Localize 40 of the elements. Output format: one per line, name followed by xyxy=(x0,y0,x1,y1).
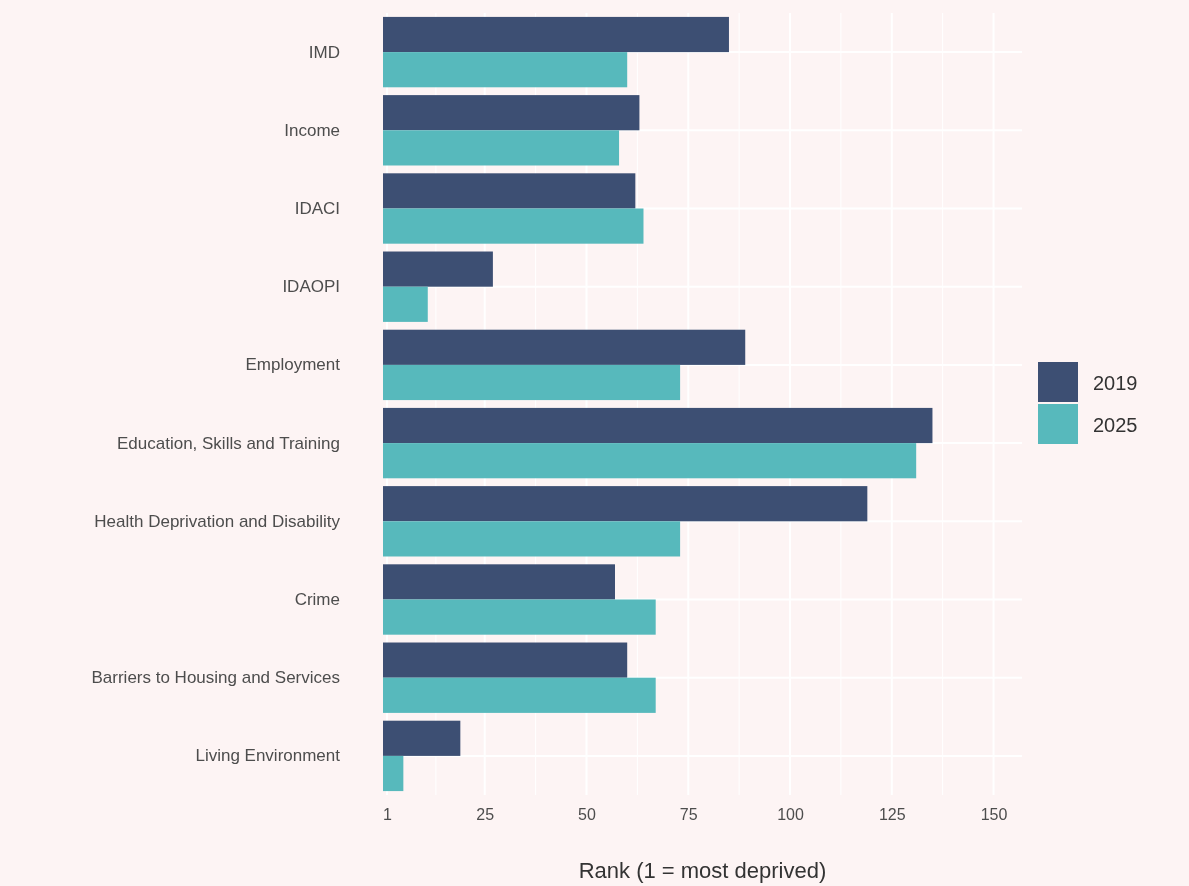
bar xyxy=(383,407,933,444)
y-tick-label: Barriers to Housing and Services xyxy=(91,668,340,688)
bar xyxy=(383,16,729,53)
y-tick-label: IDAOPI xyxy=(282,277,340,297)
x-tick-label: 150 xyxy=(980,806,1008,824)
y-tick-label: IMD xyxy=(308,42,340,62)
x-tick-label: 75 xyxy=(679,806,698,824)
bar xyxy=(383,251,493,287)
bar xyxy=(383,208,644,244)
x-tick-label: 125 xyxy=(878,806,906,824)
bar xyxy=(383,130,620,166)
bar xyxy=(383,443,917,479)
bar xyxy=(383,173,636,209)
x-tick-label: 100 xyxy=(777,806,804,824)
x-tick-label: 25 xyxy=(476,806,495,824)
bar xyxy=(383,329,746,365)
bar xyxy=(383,564,615,600)
bar xyxy=(383,720,461,756)
bar xyxy=(383,364,681,401)
legend-label: 2025 xyxy=(1093,414,1138,436)
bar xyxy=(383,286,428,322)
x-axis-title: Rank (1 = most deprived) xyxy=(578,858,827,883)
y-tick-label: Education, Skills and Training xyxy=(116,433,340,453)
y-tick-label: IDACI xyxy=(294,198,340,218)
bar xyxy=(383,486,868,522)
bar xyxy=(383,755,404,792)
bar xyxy=(383,677,656,713)
bar xyxy=(383,52,628,88)
y-tick-label: Living Environment xyxy=(195,746,341,766)
bar xyxy=(383,642,628,678)
bar xyxy=(383,599,656,635)
y-tick-label: Income xyxy=(284,120,340,140)
y-tick-label: Crime xyxy=(294,589,340,609)
y-tick-label: Employment xyxy=(245,355,341,375)
y-tick-label: Health Deprivation and Disability xyxy=(94,511,341,531)
x-tick-label: 50 xyxy=(578,806,596,824)
legend-label: 2019 xyxy=(1093,372,1138,394)
bar xyxy=(383,521,681,557)
x-tick-label: 1 xyxy=(383,806,393,824)
bar xyxy=(383,95,640,131)
